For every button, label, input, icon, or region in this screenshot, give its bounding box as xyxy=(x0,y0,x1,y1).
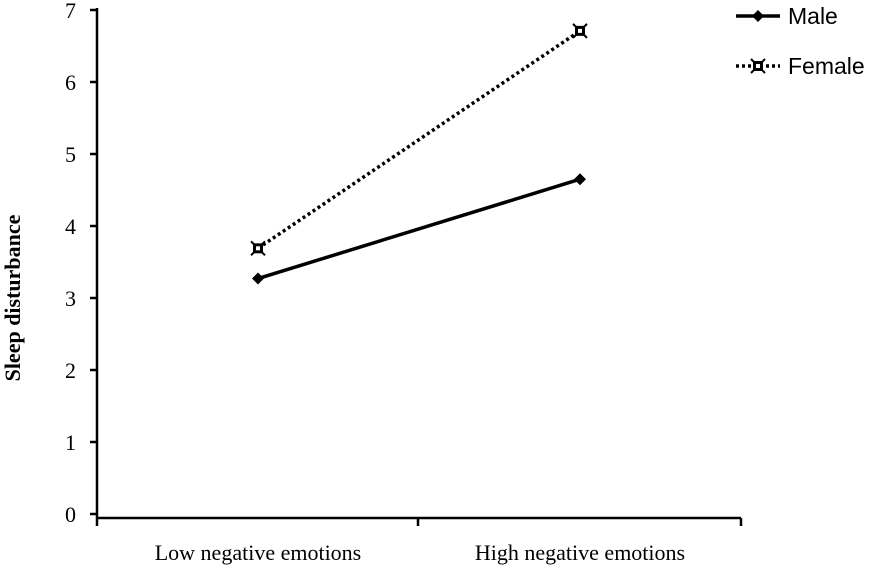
series-female xyxy=(250,23,588,257)
series-male xyxy=(252,173,586,285)
data-point xyxy=(252,272,264,285)
plot-axes xyxy=(95,8,741,520)
x-category-label: High negative emotions xyxy=(475,540,685,565)
legend-item-male: Male xyxy=(736,3,838,29)
y-axis-ticks: 0 1 2 3 4 5 6 7 xyxy=(65,0,97,527)
series-layer xyxy=(250,23,588,285)
data-point xyxy=(572,23,588,39)
y-tick-label: 0 xyxy=(65,502,76,527)
legend-marker xyxy=(750,58,766,74)
series-line xyxy=(257,29,581,250)
y-tick-label: 4 xyxy=(65,214,76,239)
data-point xyxy=(250,240,266,257)
legend-item-female: Female xyxy=(736,53,865,79)
y-tick-label: 1 xyxy=(65,430,76,455)
y-tick-label: 3 xyxy=(65,286,76,311)
series-line xyxy=(257,177,581,281)
data-point xyxy=(574,173,586,186)
x-axis-ticks: Low negative emotions High negative emoti… xyxy=(95,518,743,565)
legend-label: Female xyxy=(788,53,865,79)
y-tick-label: 2 xyxy=(65,358,76,383)
y-tick-label: 5 xyxy=(65,142,76,167)
x-category-label: Low negative emotions xyxy=(155,540,362,565)
legend-label: Male xyxy=(788,3,838,29)
legend-marker xyxy=(752,10,764,22)
y-axis-title: Sleep disturbance xyxy=(0,214,25,381)
y-tick-label: 6 xyxy=(65,70,76,95)
y-tick-label: 7 xyxy=(65,0,76,23)
legend: Male Female xyxy=(736,3,865,79)
